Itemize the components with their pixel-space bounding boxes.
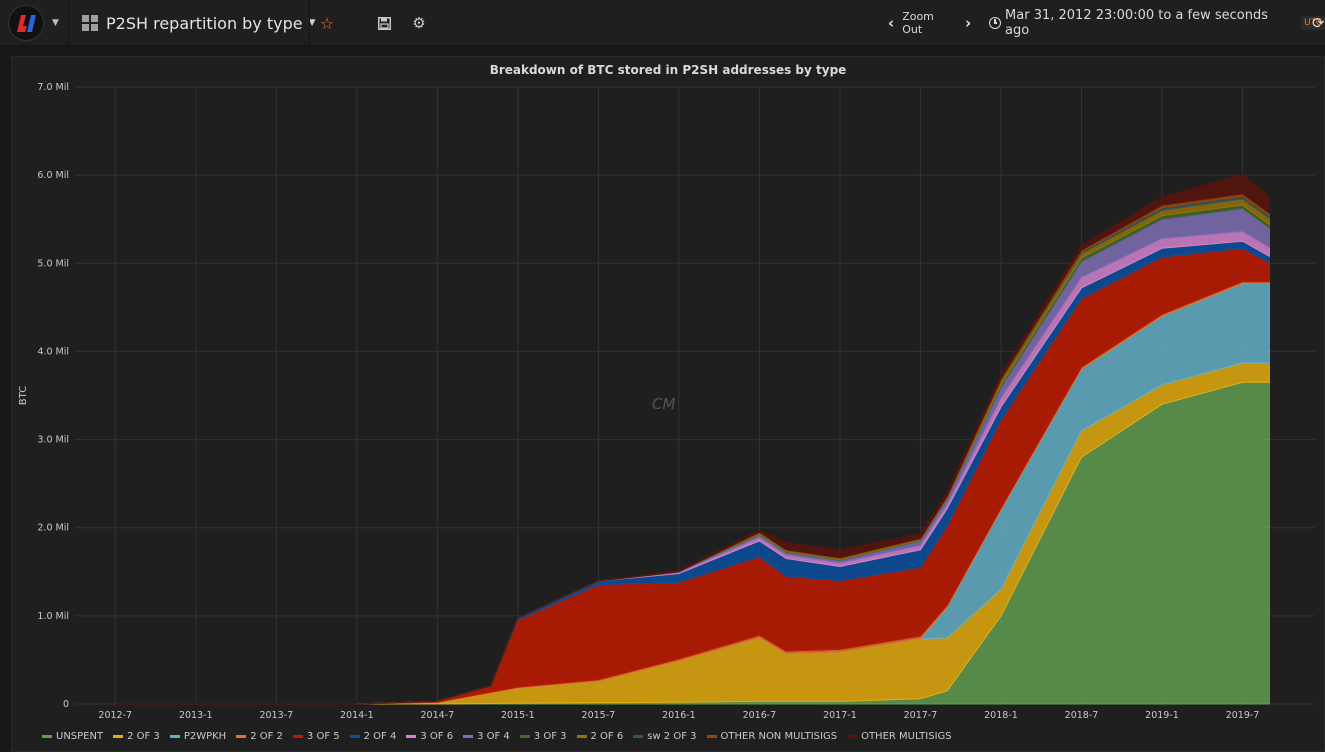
y-tick-label: 7.0 Mil bbox=[37, 82, 69, 93]
settings-button[interactable]: ⚙ bbox=[409, 13, 429, 33]
stacked-area-chart: 0 1.0 Mil 2.0 Mil 3.0 Mil 4.0 Mil 5.0 Mil 6.0 … bbox=[18, 82, 1315, 721]
legend-item[interactable]: OTHER MULTISIGS bbox=[847, 731, 952, 742]
legend-swatch bbox=[406, 735, 417, 738]
x-tick-label: 2018-7 bbox=[1065, 710, 1099, 721]
clock-icon bbox=[989, 17, 1002, 29]
legend-swatch bbox=[576, 735, 587, 738]
y-axis-title: BTC bbox=[18, 386, 29, 405]
dashboard-grid-icon bbox=[82, 15, 98, 31]
legend-label: 2 OF 4 bbox=[363, 731, 397, 742]
gear-icon: ⚙ bbox=[412, 14, 426, 32]
save-icon bbox=[377, 16, 391, 30]
area-series-other-multisigs bbox=[115, 173, 1270, 705]
legend-item[interactable]: 2 OF 4 bbox=[349, 731, 397, 742]
legend-item[interactable]: 3 OF 4 bbox=[463, 731, 510, 742]
legend-swatch bbox=[706, 735, 717, 738]
legend-swatch bbox=[349, 735, 360, 738]
legend-swatch bbox=[113, 735, 124, 738]
chevron-down-icon: ▼ bbox=[308, 18, 316, 28]
x-tick-label: 2016-1 bbox=[662, 710, 696, 721]
legend-item[interactable]: sw 2 OF 3 bbox=[633, 731, 697, 742]
legend-swatch bbox=[42, 735, 52, 738]
legend-label: sw 2 OF 3 bbox=[647, 731, 697, 742]
legend-label: OTHER NON MULTISIGS bbox=[720, 731, 838, 742]
x-tick-label: 2016-7 bbox=[743, 710, 777, 721]
watermark-logo: CM bbox=[652, 395, 675, 413]
chevron-right-icon[interactable]: › bbox=[964, 14, 972, 32]
legend-label: 2 OF 2 bbox=[250, 731, 283, 742]
y-tick-label: 4.0 Mil bbox=[37, 346, 69, 357]
legend-item[interactable]: 2 OF 6 bbox=[576, 731, 624, 742]
x-tick-label: 2012-7 bbox=[98, 710, 132, 721]
legend-swatch bbox=[847, 735, 858, 738]
zoom-out-button[interactable]: Zoom Out bbox=[902, 10, 934, 36]
y-tick-label: 3.0 Mil bbox=[37, 435, 69, 446]
panel-title[interactable]: Breakdown of BTC stored in P2SH addresse… bbox=[489, 63, 847, 77]
x-tick-label: 2017-1 bbox=[823, 710, 857, 721]
legend-item[interactable]: 2 OF 2 bbox=[236, 731, 283, 742]
app-menu-button[interactable]: ▼ bbox=[8, 4, 59, 42]
refresh-icon[interactable]: ⟳ bbox=[1312, 14, 1325, 32]
y-tick-label: 0 bbox=[63, 699, 69, 710]
legend-swatch bbox=[292, 735, 303, 738]
legend-item[interactable]: P2WPKH bbox=[169, 731, 227, 742]
legend-item[interactable]: 3 OF 3 bbox=[519, 731, 567, 742]
divider bbox=[68, 0, 69, 46]
grafana-logo-icon bbox=[17, 15, 36, 32]
legend-item[interactable]: UNSPENT bbox=[42, 731, 103, 742]
legend-item[interactable]: 3 OF 6 bbox=[406, 731, 453, 742]
legend-label: 2 OF 6 bbox=[590, 731, 624, 742]
legend-label: 3 OF 5 bbox=[306, 731, 340, 742]
legend-swatch bbox=[463, 735, 474, 738]
x-tick-label: 2017-7 bbox=[904, 710, 938, 721]
dashboard-picker[interactable]: P2SH repartition by type ▼ bbox=[82, 0, 316, 46]
x-tick-label: 2019-7 bbox=[1226, 710, 1260, 721]
graph-panel: Breakdown of BTC stored in P2SH addresse… bbox=[11, 56, 1325, 752]
legend-item[interactable]: 3 OF 5 bbox=[292, 731, 340, 742]
legend-label: 3 OF 4 bbox=[477, 731, 510, 742]
dashboard-title: P2SH repartition by type bbox=[106, 13, 303, 33]
chevron-down-icon: ▼ bbox=[52, 18, 59, 28]
legend-label: UNSPENT bbox=[56, 731, 104, 742]
top-navbar: ▼ P2SH repartition by type ▼ ☆ ⚙ ‹ Zoom … bbox=[0, 0, 1325, 46]
chart-legend: UNSPENT 2 OF 3 P2WPKH 2 OF 2 3 OF 5 2 OF 4 3 O… bbox=[42, 731, 962, 742]
legend-label: P2WPKH bbox=[183, 731, 227, 742]
time-picker: ‹ Zoom Out › Mar 31, 2012 23:00:00 to a … bbox=[884, 0, 1325, 46]
save-button[interactable] bbox=[374, 13, 394, 33]
y-tick-label: 1.0 Mil bbox=[37, 611, 69, 622]
app-logo bbox=[8, 5, 44, 41]
star-icon[interactable]: ☆ bbox=[319, 13, 335, 33]
legend-label: 3 OF 3 bbox=[533, 731, 567, 742]
timezone-badge: UTC bbox=[1301, 16, 1325, 30]
legend-item[interactable]: 2 OF 3 bbox=[113, 731, 160, 742]
legend-label: 3 OF 6 bbox=[420, 731, 454, 742]
x-tick-label: 2015-1 bbox=[501, 710, 535, 721]
y-tick-label: 5.0 Mil bbox=[37, 258, 69, 269]
legend-swatch bbox=[236, 735, 247, 738]
x-tick-label: 2014-1 bbox=[340, 710, 374, 721]
divider bbox=[309, 0, 310, 46]
x-tick-label: 2015-7 bbox=[582, 710, 616, 721]
y-tick-label: 2.0 Mil bbox=[37, 523, 69, 534]
x-tick-label: 2014-7 bbox=[421, 710, 455, 721]
y-tick-label: 6.0 Mil bbox=[37, 170, 69, 181]
legend-label: OTHER MULTISIGS bbox=[861, 731, 952, 742]
chevron-left-icon[interactable]: ‹ bbox=[888, 14, 895, 32]
time-range-button[interactable]: Mar 31, 2012 23:00:00 to a few seconds a… bbox=[1005, 8, 1269, 38]
legend-item[interactable]: OTHER NON MULTISIGS bbox=[706, 731, 838, 742]
x-tick-label: 2019-1 bbox=[1145, 710, 1179, 721]
legend-swatch bbox=[169, 735, 180, 738]
x-tick-label: 2013-7 bbox=[259, 710, 293, 721]
legend-label: 2 OF 3 bbox=[127, 731, 160, 742]
legend-swatch bbox=[519, 735, 530, 738]
x-tick-label: 2018-1 bbox=[984, 710, 1018, 721]
x-tick-label: 2013-1 bbox=[179, 710, 213, 721]
legend-swatch bbox=[633, 735, 644, 738]
